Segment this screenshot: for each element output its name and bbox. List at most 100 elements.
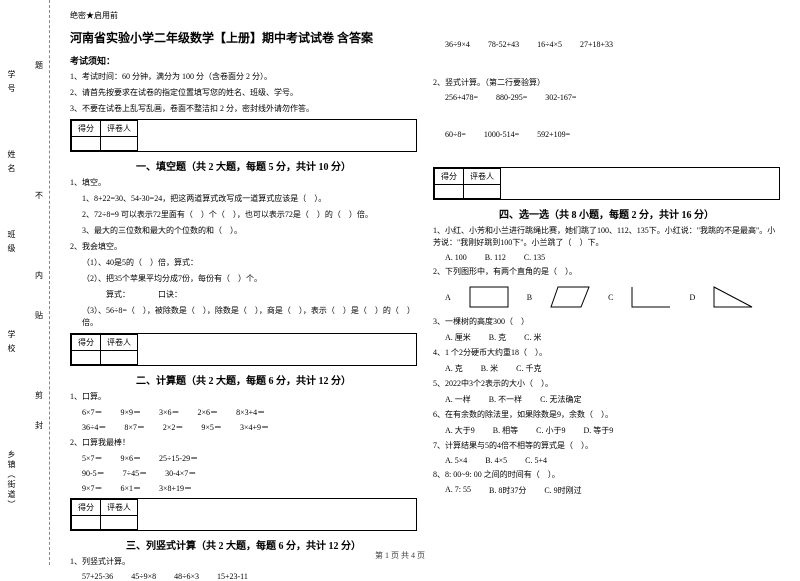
opt: C. 135 xyxy=(524,253,545,262)
calc-item: 57+25-36 xyxy=(82,572,113,581)
score-box-4: 得分 评卷人 xyxy=(433,167,780,200)
content-area: 绝密★启用前 河南省实验小学二年级数学【上册】期中考试试卷 含答案 考试须知： … xyxy=(50,0,800,565)
calc-item: 2×2＝ xyxy=(163,422,184,433)
calc-item: 3×4+9＝ xyxy=(240,422,269,433)
opt: B. 8时37分 xyxy=(489,485,526,496)
calc-item: 2×6＝ xyxy=(198,407,219,418)
s1-q2-1: （1）、40是5的（ ）倍，算式： xyxy=(70,257,417,269)
shape-parallelogram-icon xyxy=(550,286,590,308)
s1-q2-2b: 算式： 口诀： xyxy=(70,289,417,301)
calc-item: 6×1＝ xyxy=(121,483,142,494)
s2-q1-row1: 6×7＝ 9×9＝ 3×6＝ 2×6＝ 8×3+4＝ xyxy=(70,407,417,418)
s2-q2-row2: 90-5＝ 7÷45＝ 30-4×7＝ xyxy=(70,468,417,479)
doc-title: 河南省实验小学二年级数学【上册】期中考试试卷 含答案 xyxy=(70,29,417,46)
s4-q7: 7、计算结果与5的4倍不相等的算式是（ ）。 xyxy=(433,440,780,452)
s3-q2: 2、竖式计算。（第二行要验算） xyxy=(433,77,780,89)
shape-label-a: A xyxy=(445,293,451,302)
s4-q3: 3、一棵树的高度300（ ） xyxy=(433,316,780,328)
reviewer-cell: 评卷人 xyxy=(464,169,501,185)
score-box-2: 得分 评卷人 xyxy=(70,333,417,366)
s1-q2-2: （2）、把35个苹果平均分成7份，每份有（ ）个。 xyxy=(70,273,417,285)
reviewer-cell: 评卷人 xyxy=(101,500,138,516)
calc-item: 27+18+33 xyxy=(580,40,613,49)
left-column: 绝密★启用前 河南省实验小学二年级数学【上册】期中考试试卷 含答案 考试须知： … xyxy=(62,10,425,561)
label-town: 乡镇（街道） xyxy=(6,450,17,510)
calc-item: 302-167= xyxy=(545,93,576,102)
binding-dash-word: 剪 xyxy=(35,390,43,401)
s3-q2-row1: 256+478= 880-295= 302-167= xyxy=(433,93,780,102)
s4-q4-opts: A. 克 B. 米 C. 千克 xyxy=(433,363,780,374)
calc-item: 36÷4＝ xyxy=(82,422,106,433)
score-box-1: 得分 评卷人 xyxy=(70,119,417,152)
calc-item: 592+109= xyxy=(537,130,570,139)
calc-item: 256+478= xyxy=(445,93,478,102)
s4-q8-opts: A. 7: 55 B. 8时37分 C. 9时刚过 xyxy=(433,485,780,496)
section-2-title: 二、计算题（共 2 大题，每题 6 分，共计 12 分） xyxy=(70,372,417,387)
s4-q8: 8、8: 00~9: 00 之间的时间有（ ）。 xyxy=(433,469,780,481)
calc-item: 90-5＝ xyxy=(82,468,105,479)
s4-q7-opts: A. 5×4 B. 4×5 C. 5+4 xyxy=(433,456,780,465)
calc-item: 7÷45＝ xyxy=(123,468,147,479)
s3-q2-row2: 60÷8= 1000-514= 592+109= xyxy=(433,130,780,139)
s4-q5: 5、2022中3个2表示的大小（ ）。 xyxy=(433,378,780,390)
calc-item: 880-295= xyxy=(496,93,527,102)
opt: B. 4×5 xyxy=(485,456,507,465)
s1-q1-2: 2、72÷8=9 可以表示72里面有（ ）个（ ），也可以表示72是（ ）的（ … xyxy=(70,209,417,221)
opt: D. 等于9 xyxy=(583,425,613,436)
opt: A. 7: 55 xyxy=(445,485,471,496)
s4-q1-opts: A. 100 B. 112 C. 135 xyxy=(433,253,780,262)
opt: A. 5×4 xyxy=(445,456,467,465)
shape-label-c: C xyxy=(608,293,613,302)
binding-dash-word: 贴 xyxy=(35,310,43,321)
shape-right-angle-icon xyxy=(631,286,671,308)
s3-q1-row: 57+25-36 45÷9×8 48÷6×3 15+23-11 xyxy=(70,572,417,581)
shape-label-b: B xyxy=(527,293,532,302)
page-footer: 第 1 页 共 4 页 xyxy=(0,550,800,561)
notice-1: 1、考试时间：60 分钟，满分为 100 分（含卷面分 2 分）。 xyxy=(70,71,417,83)
s1-q1-1: 1、8+22=30、54-30=24，把这两道算式改写成一道算式应该是（ ）。 xyxy=(70,193,417,205)
label-name: 姓名 xyxy=(6,150,17,178)
calc-item: 5×7＝ xyxy=(82,453,103,464)
calc-item: 36÷9×4 xyxy=(445,40,470,49)
label-id: 学号 xyxy=(6,70,17,98)
s2-q2: 2、口算我最棒！ xyxy=(70,437,417,449)
calc-item: 9×5＝ xyxy=(201,422,222,433)
s4-q2: 2、下列图形中，有两个直角的是（ ）。 xyxy=(433,266,780,278)
opt: A. 一样 xyxy=(445,394,471,405)
calc-item: 16÷4×5 xyxy=(537,40,562,49)
binding-dash-word: 不 xyxy=(35,190,43,201)
s2-q1: 1、口算。 xyxy=(70,391,417,403)
opt: B. 相等 xyxy=(493,425,518,436)
calc-item: 60÷8= xyxy=(445,130,466,139)
calc-item: 45÷9×8 xyxy=(131,572,156,581)
s4-q5-opts: A. 一样 B. 不一样 C. 无法确定 xyxy=(433,394,780,405)
s4-q4: 4、1 个2分硬币大约重18（ ）。 xyxy=(433,347,780,359)
score-box-3: 得分 评卷人 xyxy=(70,498,417,531)
reviewer-cell: 评卷人 xyxy=(101,121,138,137)
s1-q1-3: 3、最大的三位数和最大的个位数的和（ ）。 xyxy=(70,225,417,237)
score-cell: 得分 xyxy=(72,500,101,516)
calc-item: 3×6＝ xyxy=(159,407,180,418)
opt: C. 千克 xyxy=(516,363,541,374)
calc-item: 1000-514= xyxy=(484,130,519,139)
s1-q2-3: （3）、56÷8=（ ），被除数是（ ），除数是（ ），商是（ ），表示（ ）是… xyxy=(70,305,417,329)
calc-item: 15+23-11 xyxy=(217,572,248,581)
calc-item: 9×7＝ xyxy=(82,483,103,494)
shape-rectangle-icon xyxy=(469,286,509,308)
notice-2: 2、请首先按要求在试卷的指定位置填写您的姓名、班级、学号。 xyxy=(70,87,417,99)
secret-label: 绝密★启用前 xyxy=(70,10,417,21)
shape-label-d: D xyxy=(689,293,695,302)
calc-item: 6×7＝ xyxy=(82,407,103,418)
opt: A. 大于9 xyxy=(445,425,475,436)
score-cell: 得分 xyxy=(435,169,464,185)
opt: C. 5+4 xyxy=(525,456,547,465)
s1-q1: 1、填空。 xyxy=(70,177,417,189)
calc-item: 3×8+19＝ xyxy=(159,483,192,494)
calc-item: 8×3+4＝ xyxy=(236,407,265,418)
calc-item: 25÷15-29＝ xyxy=(159,453,198,464)
opt: A. 厘米 xyxy=(445,332,471,343)
binding-dash-word: 内 xyxy=(35,270,43,281)
s4-q6: 6、在有余数的除法里，如果除数是9，余数（ ）。 xyxy=(433,409,780,421)
opt: C. 米 xyxy=(524,332,541,343)
reviewer-cell: 评卷人 xyxy=(101,335,138,351)
